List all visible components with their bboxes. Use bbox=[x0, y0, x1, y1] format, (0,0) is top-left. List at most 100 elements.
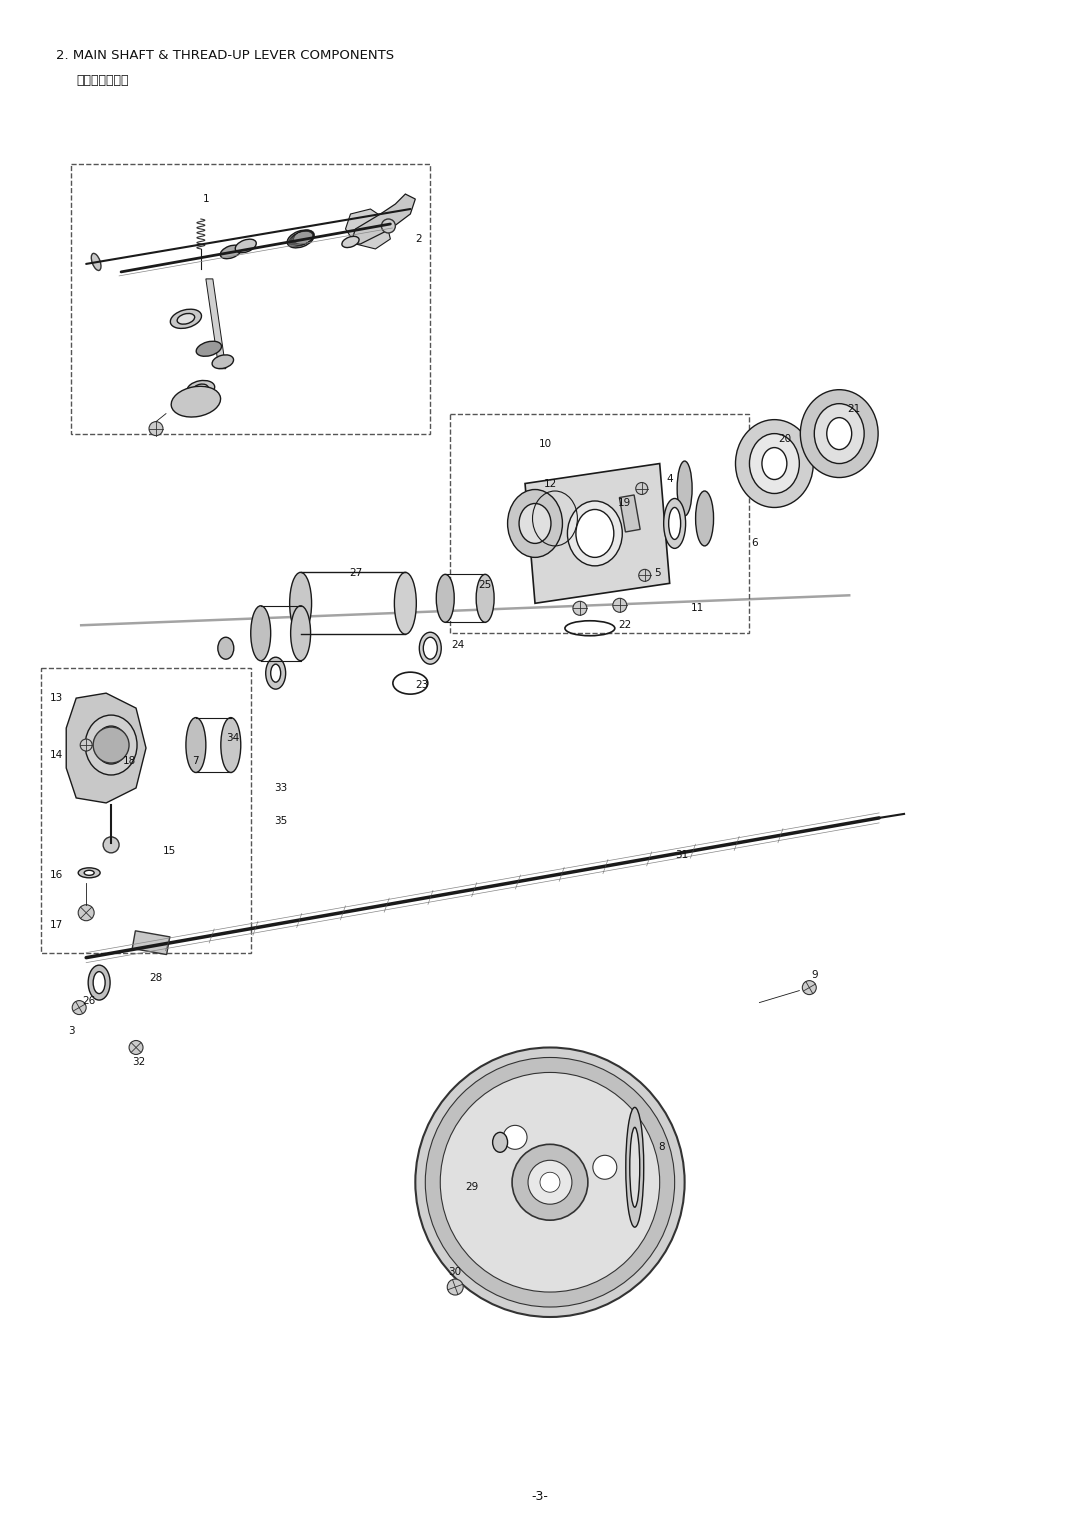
Polygon shape bbox=[351, 195, 416, 244]
Circle shape bbox=[93, 727, 129, 763]
Ellipse shape bbox=[220, 245, 241, 259]
Text: 11: 11 bbox=[691, 604, 704, 613]
Text: 6: 6 bbox=[751, 538, 758, 549]
Ellipse shape bbox=[419, 632, 442, 664]
Ellipse shape bbox=[625, 1107, 644, 1226]
Text: 30: 30 bbox=[448, 1268, 462, 1277]
Ellipse shape bbox=[436, 575, 455, 622]
Ellipse shape bbox=[193, 385, 208, 394]
Text: -3-: -3- bbox=[531, 1490, 549, 1504]
Ellipse shape bbox=[287, 230, 314, 248]
Ellipse shape bbox=[827, 417, 852, 449]
Text: 24: 24 bbox=[451, 641, 464, 650]
Ellipse shape bbox=[800, 389, 878, 477]
Polygon shape bbox=[619, 495, 640, 532]
Polygon shape bbox=[525, 463, 670, 604]
Text: 22: 22 bbox=[618, 621, 632, 630]
Polygon shape bbox=[132, 931, 170, 955]
Ellipse shape bbox=[677, 461, 692, 517]
Circle shape bbox=[72, 1001, 86, 1015]
Text: 28: 28 bbox=[149, 972, 163, 983]
Ellipse shape bbox=[172, 386, 220, 417]
Ellipse shape bbox=[177, 313, 194, 323]
Circle shape bbox=[638, 569, 651, 581]
Circle shape bbox=[129, 1041, 143, 1055]
Circle shape bbox=[80, 739, 92, 751]
Text: 8: 8 bbox=[659, 1142, 665, 1153]
Ellipse shape bbox=[423, 638, 437, 659]
Ellipse shape bbox=[92, 253, 102, 270]
Ellipse shape bbox=[266, 658, 285, 690]
Circle shape bbox=[416, 1047, 685, 1317]
Polygon shape bbox=[206, 279, 226, 369]
Circle shape bbox=[593, 1156, 617, 1179]
Circle shape bbox=[512, 1144, 588, 1220]
Circle shape bbox=[103, 837, 119, 852]
Circle shape bbox=[78, 904, 94, 921]
Text: 上軸・天秤関係: 上軸・天秤関係 bbox=[77, 74, 129, 87]
Text: 2: 2 bbox=[415, 235, 421, 244]
Ellipse shape bbox=[235, 239, 256, 253]
Text: 34: 34 bbox=[226, 733, 240, 744]
Text: 4: 4 bbox=[666, 474, 673, 483]
Ellipse shape bbox=[95, 727, 127, 763]
Text: 3: 3 bbox=[68, 1026, 75, 1035]
Circle shape bbox=[441, 1073, 660, 1292]
Ellipse shape bbox=[89, 966, 110, 1000]
Text: 29: 29 bbox=[465, 1182, 478, 1193]
Text: 21: 21 bbox=[848, 403, 861, 414]
Ellipse shape bbox=[93, 972, 105, 993]
Ellipse shape bbox=[251, 606, 271, 661]
Circle shape bbox=[802, 981, 816, 995]
Ellipse shape bbox=[576, 509, 613, 558]
Ellipse shape bbox=[187, 380, 215, 397]
Circle shape bbox=[528, 1160, 572, 1205]
Text: 1: 1 bbox=[203, 195, 210, 204]
Ellipse shape bbox=[291, 606, 311, 661]
Text: 7: 7 bbox=[192, 756, 199, 766]
Text: 35: 35 bbox=[274, 816, 287, 826]
Ellipse shape bbox=[85, 714, 137, 776]
Text: 33: 33 bbox=[274, 783, 287, 793]
Text: 16: 16 bbox=[50, 869, 63, 880]
Text: 13: 13 bbox=[50, 693, 63, 704]
Text: 12: 12 bbox=[543, 478, 556, 489]
Text: 19: 19 bbox=[618, 498, 632, 509]
Ellipse shape bbox=[567, 501, 622, 566]
Circle shape bbox=[149, 422, 163, 435]
Circle shape bbox=[572, 601, 586, 615]
Circle shape bbox=[636, 483, 648, 495]
Text: 32: 32 bbox=[133, 1058, 146, 1067]
Ellipse shape bbox=[696, 491, 714, 546]
Ellipse shape bbox=[750, 434, 799, 494]
Ellipse shape bbox=[78, 868, 100, 878]
Ellipse shape bbox=[669, 507, 680, 540]
Text: 26: 26 bbox=[82, 995, 96, 1006]
Ellipse shape bbox=[630, 1127, 639, 1206]
Ellipse shape bbox=[476, 575, 495, 622]
Text: 27: 27 bbox=[349, 569, 362, 578]
Circle shape bbox=[426, 1058, 675, 1308]
Ellipse shape bbox=[664, 498, 686, 549]
Text: 14: 14 bbox=[50, 750, 63, 760]
Ellipse shape bbox=[212, 354, 233, 368]
Ellipse shape bbox=[761, 448, 787, 480]
Polygon shape bbox=[66, 693, 146, 803]
Text: 31: 31 bbox=[675, 849, 688, 860]
Text: 2. MAIN SHAFT & THREAD-UP LEVER COMPONENTS: 2. MAIN SHAFT & THREAD-UP LEVER COMPONEN… bbox=[56, 49, 394, 63]
Ellipse shape bbox=[342, 236, 359, 247]
Circle shape bbox=[381, 219, 395, 233]
Text: 18: 18 bbox=[122, 756, 136, 766]
Ellipse shape bbox=[735, 420, 813, 507]
Text: 10: 10 bbox=[539, 438, 552, 449]
Ellipse shape bbox=[519, 503, 551, 543]
Circle shape bbox=[503, 1125, 527, 1150]
Polygon shape bbox=[346, 208, 390, 248]
Text: 17: 17 bbox=[50, 920, 63, 929]
Ellipse shape bbox=[271, 664, 281, 682]
Text: 5: 5 bbox=[654, 569, 661, 578]
Ellipse shape bbox=[508, 489, 563, 558]
Text: 23: 23 bbox=[416, 681, 429, 690]
Ellipse shape bbox=[197, 342, 221, 356]
Circle shape bbox=[540, 1173, 559, 1193]
